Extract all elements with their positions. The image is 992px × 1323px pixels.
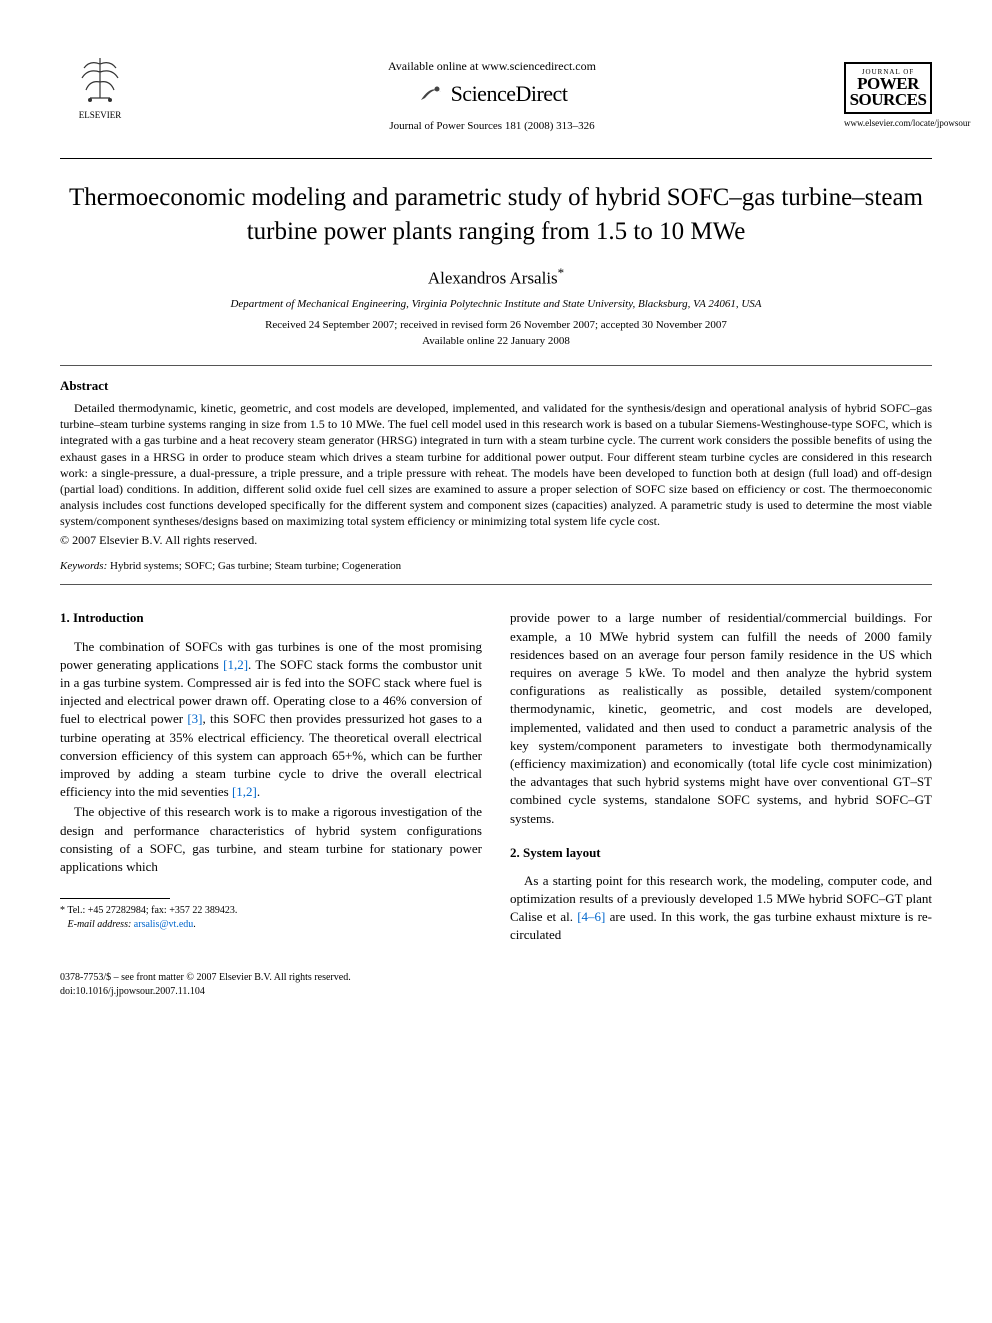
header-row: ELSEVIER Available online at www.science… — [60, 50, 932, 140]
footnote-email-suffix: . — [193, 919, 196, 930]
citation-4-6[interactable]: [4–6] — [577, 909, 605, 924]
section2-heading: 2. System layout — [510, 844, 932, 862]
sciencedirect-text: ScienceDirect — [451, 81, 568, 107]
keywords-label: Keywords: — [60, 560, 107, 572]
citation-3[interactable]: [3] — [187, 711, 202, 726]
available-online-text: Available online at www.sciencedirect.co… — [140, 59, 844, 74]
abstract-text: Detailed thermodynamic, kinetic, geometr… — [60, 400, 932, 530]
footnote-block: * Tel.: +45 27282984; fax: +357 22 38942… — [60, 904, 482, 932]
dates-available: Available online 22 January 2008 — [60, 334, 932, 349]
section1-para1: The combination of SOFCs with gas turbin… — [60, 638, 482, 802]
footnote-separator — [60, 898, 170, 899]
footer-doi: doi:10.1016/j.jpowsour.2007.11.104 — [60, 985, 932, 999]
affiliation: Department of Mechanical Engineering, Vi… — [60, 298, 932, 310]
footnote-tel: * Tel.: +45 27282984; fax: +357 22 38942… — [60, 904, 482, 918]
journal-reference: Journal of Power Sources 181 (2008) 313–… — [140, 120, 844, 132]
content-columns: 1. Introduction The combination of SOFCs… — [60, 609, 932, 946]
footnote-email-label: E-mail address: — [68, 919, 132, 930]
right-column: provide power to a large number of resid… — [510, 609, 932, 946]
citation-1-2[interactable]: [1,2] — [223, 657, 248, 672]
article-title: Thermoeconomic modeling and parametric s… — [60, 181, 932, 249]
author-line: Alexandros Arsalis* — [60, 265, 932, 289]
copyright-text: © 2007 Elsevier B.V. All rights reserved… — [60, 533, 932, 548]
keywords-text: Hybrid systems; SOFC; Gas turbine; Steam… — [110, 560, 401, 572]
abstract-bottom-rule — [60, 584, 932, 585]
dates-block: Received 24 September 2007; received in … — [60, 318, 932, 349]
footnote-email[interactable]: arsalis@vt.edu — [134, 919, 193, 930]
elsevier-label: ELSEVIER — [79, 110, 122, 120]
elsevier-logo: ELSEVIER — [60, 50, 140, 140]
sciencedirect-icon — [417, 80, 445, 108]
author-name: Alexandros Arsalis — [428, 268, 558, 287]
ps-url: www.elsevier.com/locate/jpowsour — [844, 118, 932, 128]
section1-para2: The objective of this research work is t… — [60, 803, 482, 876]
header-rule — [60, 158, 932, 159]
keywords-line: Keywords: Hybrid systems; SOFC; Gas turb… — [60, 560, 932, 572]
section2-para1: As a starting point for this research wo… — [510, 872, 932, 945]
citation-1-2b[interactable]: [1,2] — [232, 784, 257, 799]
para1-text-d: . — [257, 784, 260, 799]
sciencedirect-logo: ScienceDirect — [140, 80, 844, 108]
center-header: Available online at www.sciencedirect.co… — [140, 59, 844, 132]
footer-issn: 0378-7753/$ – see front matter © 2007 El… — [60, 971, 932, 985]
dates-received: Received 24 September 2007; received in … — [60, 318, 932, 333]
section1-heading: 1. Introduction — [60, 609, 482, 627]
section1-para-continued: provide power to a large number of resid… — [510, 609, 932, 827]
footer: 0378-7753/$ – see front matter © 2007 El… — [60, 971, 932, 999]
elsevier-tree-icon — [70, 50, 130, 110]
left-column: 1. Introduction The combination of SOFCs… — [60, 609, 482, 946]
ps-sources: SOURCES — [848, 92, 928, 108]
abstract-top-rule — [60, 365, 932, 366]
power-sources-logo: JOURNAL OF POWER SOURCES www.elsevier.co… — [844, 62, 932, 128]
abstract-heading: Abstract — [60, 378, 932, 394]
footnote-email-line: E-mail address: arsalis@vt.edu. — [60, 918, 482, 932]
author-marker: * — [558, 265, 565, 280]
power-sources-box: JOURNAL OF POWER SOURCES — [844, 62, 932, 114]
